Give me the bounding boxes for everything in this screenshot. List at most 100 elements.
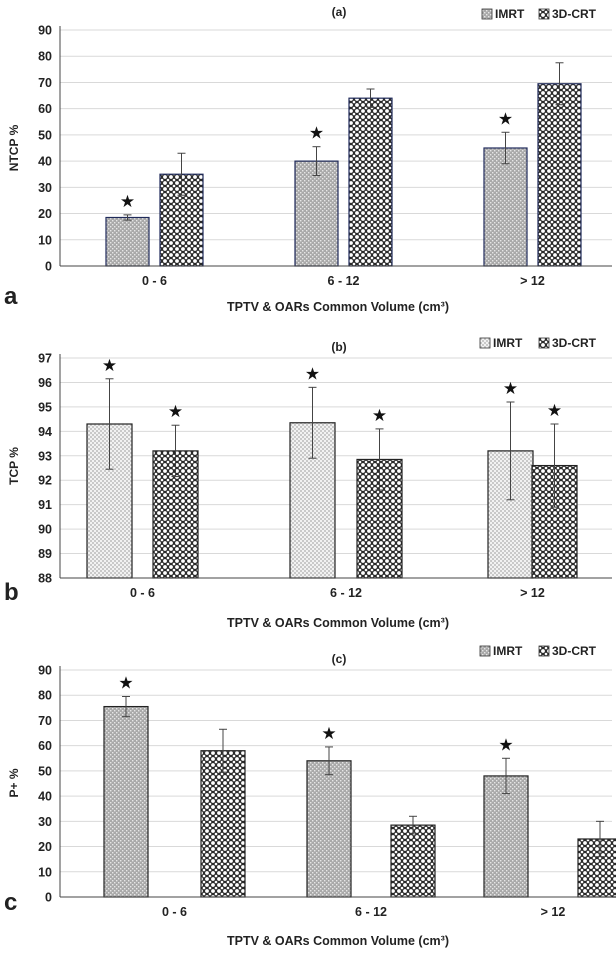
significance-star: ★ [168,402,183,421]
y-tick-label: 10 [38,865,52,879]
bar-imrt [483,775,529,898]
x-axis-label: TPTV & OARs Common Volume (cm³) [227,616,449,630]
y-tick-label: 0 [45,891,52,905]
panel-letter: a [4,283,18,310]
panel-title: (a) [332,5,347,19]
bar-3d-crt [537,83,582,267]
x-axis-label: TPTV & OARs Common Volume (cm³) [227,300,449,314]
significance-stars: ★ ★ ★ [120,109,513,211]
bar-imrt [483,147,528,267]
bar-3d-crt [577,838,616,898]
y-tick-label: 91 [38,498,52,512]
significance-star: ★ [321,724,336,743]
legend-swatch-3dcrt [538,8,550,20]
y-tick-label: 88 [38,572,52,586]
x-tick-label: 6 - 12 [355,905,387,919]
x-tick-label: > 12 [541,905,566,919]
significance-star: ★ [120,192,135,211]
y-tick-label: 97 [38,352,52,366]
y-tick-label: 70 [38,714,52,728]
x-tick-labels: 0 - 6 6 - 12 > 12 [142,274,545,288]
y-tick-label: 70 [38,76,52,90]
y-tick-label: 50 [38,764,52,778]
significance-star: ★ [372,406,387,425]
significance-star: ★ [498,109,513,128]
x-tick-label: 6 - 12 [330,586,362,600]
y-tick-labels: 0 10 20 30 40 50 60 70 80 90 [38,24,52,274]
significance-star: ★ [102,356,117,375]
y-tick-label: 93 [38,449,52,463]
axes [59,354,612,579]
y-tick-label: 60 [38,739,52,753]
panel-title: (b) [331,340,346,354]
y-tick-label: 80 [38,689,52,703]
y-tick-label: 89 [38,547,52,561]
bar-3d-crt [200,750,246,898]
bar-imrt [306,760,352,898]
y-axis-label: NTCP % [7,124,21,171]
axes [59,26,612,267]
y-tick-labels: 0 10 20 30 40 50 60 70 80 90 [38,664,52,905]
significance-stars: ★ ★ ★ [118,673,513,754]
x-tick-label: 0 - 6 [130,586,155,600]
y-tick-label: 92 [38,474,52,488]
y-tick-label: 90 [38,523,52,537]
legend-swatch-imrt [479,337,491,349]
legend: IMRT 3D-CRT [481,7,597,21]
bar-3d-crt [348,97,393,267]
y-tick-label: 90 [38,664,52,678]
y-tick-label: 10 [38,233,52,247]
axes [59,666,612,898]
panel-title: (c) [332,652,347,666]
x-tick-label: 0 - 6 [142,274,167,288]
legend-swatch-3dcrt [538,645,550,657]
error-bars [123,62,564,221]
y-tick-label: 30 [38,815,52,829]
bars [103,705,616,898]
error-bars [122,695,604,858]
x-tick-label: > 12 [520,586,545,600]
y-tick-label: 96 [38,376,52,390]
legend: IMRT 3D-CRT [479,336,597,350]
legend: IMRT 3D-CRT [479,644,597,658]
legend-swatch-3dcrt [538,337,550,349]
legend-label-imrt: IMRT [493,336,523,350]
y-tick-label: 80 [38,50,52,64]
bars [86,422,578,579]
x-tick-label: 6 - 12 [328,274,360,288]
legend-label-3dcrt: 3D-CRT [552,7,597,21]
y-tick-labels: 88 89 90 91 92 93 94 95 96 97 [38,352,52,586]
significance-star: ★ [503,379,518,398]
y-axis-label: TCP % [7,447,21,485]
significance-star: ★ [118,673,133,692]
y-tick-label: 40 [38,155,52,169]
y-tick-label: 20 [38,207,52,221]
bar-imrt [294,160,339,267]
legend-label-imrt: IMRT [493,644,523,658]
bar-3d-crt [390,824,436,898]
panel-letter: c [4,889,17,916]
error-bars [105,378,559,508]
y-tick-label: 95 [38,400,52,414]
significance-stars: ★ ★ ★ ★ ★ ★ [102,356,562,425]
y-tick-label: 40 [38,790,52,804]
legend-swatch-imrt [479,645,491,657]
significance-star: ★ [498,735,513,754]
y-tick-label: 0 [45,260,52,274]
y-tick-label: 30 [38,181,52,195]
bar-imrt [105,216,150,267]
legend-label-imrt: IMRT [495,7,525,21]
x-axis-label: TPTV & OARs Common Volume (cm³) [227,934,449,948]
chart-panel-b: ★ ★ ★ ★ ★ ★ 88 89 90 91 92 93 94 95 96 97 0 - 6 6 - 12 >… [4,336,612,630]
legend-label-3dcrt: 3D-CRT [552,336,597,350]
x-tick-label: 0 - 6 [162,905,187,919]
legend-swatch-imrt [481,8,493,20]
x-tick-label: > 12 [520,274,545,288]
y-tick-label: 94 [38,425,52,439]
y-tick-label: 90 [38,24,52,38]
y-tick-label: 60 [38,102,52,116]
significance-star: ★ [547,401,562,420]
